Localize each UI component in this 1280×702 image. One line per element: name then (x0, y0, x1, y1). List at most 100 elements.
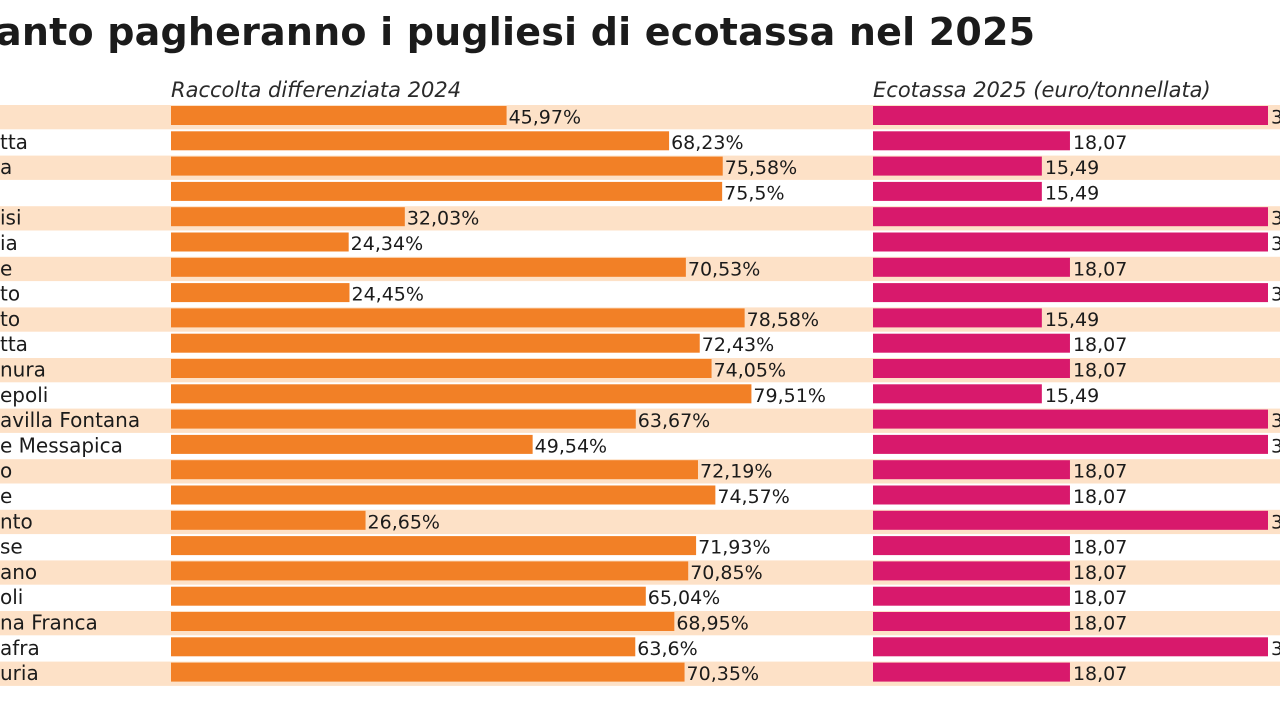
category-label: avilla Fontana (0, 408, 140, 432)
ecotax-value-label: 3 (1271, 233, 1280, 255)
recycling-bar (171, 156, 723, 176)
category-label: uria (0, 661, 39, 685)
recycling-bar (171, 637, 636, 657)
ecotax-bar (873, 612, 1070, 631)
recycling-bar (171, 586, 646, 606)
recycling-bar (171, 207, 405, 227)
ecotax-value-label: 3 (1271, 107, 1280, 129)
recycling-bar (171, 536, 697, 556)
ecotax-bar (873, 434, 1268, 454)
category-label: tta (0, 332, 28, 356)
recycling-value-label: 75,5% (724, 182, 784, 204)
ecotax-value-label: 18,07 (1073, 258, 1127, 280)
recycling-bar (171, 510, 366, 530)
recycling-bar (171, 308, 745, 328)
recycling-bar (171, 257, 686, 277)
ecotax-value-label: 3 (1271, 511, 1280, 533)
recycling-bar (171, 106, 507, 125)
right-column-header: Ecotassa 2025 (euro/tonnellata) (873, 78, 1211, 102)
ecotax-value-label: 18,07 (1073, 360, 1127, 382)
recycling-value-label: 70,53% (688, 258, 760, 280)
ecotax-value-label: 15,49 (1045, 157, 1099, 179)
recycling-value-label: 75,58% (725, 157, 797, 179)
category-label: a (0, 155, 12, 179)
ecotax-value-label: 3 (1271, 638, 1280, 660)
recycling-value-label: 24,34% (351, 233, 423, 255)
recycling-bar (171, 181, 723, 201)
ecotax-value-label: 15,49 (1045, 309, 1099, 331)
ecotax-bar (873, 283, 1268, 303)
recycling-bar (171, 359, 712, 378)
category-label: nto (0, 509, 33, 533)
ecotax-bar (873, 510, 1268, 530)
ecotax-bar (873, 561, 1070, 581)
category-label: nura (0, 358, 46, 382)
recycling-value-label: 72,19% (700, 461, 772, 483)
ecotax-bar (873, 156, 1042, 176)
ecotax-bar (873, 106, 1268, 125)
category-label: o (0, 459, 12, 483)
category-label: to (0, 307, 20, 331)
category-label: ia (0, 231, 18, 255)
category-label: se (0, 535, 23, 559)
ecotax-bar (873, 207, 1268, 227)
recycling-value-label: 70,35% (687, 663, 759, 685)
recycling-value-label: 49,54% (535, 435, 607, 457)
ecotax-value-label: 18,07 (1073, 461, 1127, 483)
ecotax-value-label: 3 (1271, 435, 1280, 457)
recycling-value-label: 68,95% (676, 613, 748, 635)
category-label: epoli (0, 383, 48, 407)
ecotax-value-label: 3 (1271, 284, 1280, 306)
recycling-bar (171, 460, 698, 480)
recycling-bar (171, 409, 636, 429)
category-label: tta (0, 130, 28, 154)
category-label: e (0, 484, 12, 508)
recycling-bar (171, 232, 349, 252)
recycling-bar (171, 384, 752, 404)
category-label: e (0, 256, 12, 280)
category-label: na Franca (0, 611, 98, 635)
recycling-value-label: 68,23% (671, 132, 743, 154)
ecotax-value-label: 18,07 (1073, 587, 1127, 609)
recycling-bar (171, 561, 689, 581)
ecotax-bar (873, 308, 1042, 328)
recycling-value-label: 65,04% (648, 587, 720, 609)
recycling-value-label: 32,03% (407, 208, 479, 230)
ecotax-value-label: 3 (1271, 410, 1280, 432)
recycling-value-label: 63,67% (638, 410, 710, 432)
recycling-value-label: 74,05% (714, 360, 786, 382)
recycling-bar (171, 131, 670, 151)
recycling-bar (171, 283, 350, 303)
recycling-bar (171, 434, 533, 454)
ecotax-value-label: 15,49 (1045, 385, 1099, 407)
category-label: e Messapica (0, 433, 123, 457)
ecotax-bar (873, 409, 1268, 429)
ecotax-bar (873, 181, 1042, 201)
ecotax-bar (873, 536, 1070, 556)
ecotax-bar (873, 460, 1070, 480)
ecotax-value-label: 15,49 (1045, 182, 1099, 204)
ecotax-bar (873, 485, 1070, 505)
ecotax-bar (873, 586, 1070, 606)
ecotax-bar (873, 359, 1070, 378)
ecotax-value-label: 18,07 (1073, 562, 1127, 584)
ecotax-bar (873, 333, 1070, 353)
category-label: isi (0, 206, 22, 230)
ecotax-value-label: 18,07 (1073, 613, 1127, 635)
chart-title: anto pagheranno i pugliesi di ecotassa n… (0, 10, 1036, 54)
ecotax-bar (873, 131, 1070, 151)
ecotax-bar (873, 662, 1070, 682)
recycling-value-label: 70,85% (690, 562, 762, 584)
category-label: to (0, 282, 20, 306)
ecotax-bar (873, 232, 1268, 252)
recycling-value-label: 78,58% (747, 309, 819, 331)
recycling-value-label: 63,6% (637, 638, 697, 660)
left-column-header: Raccolta differenziata 2024 (171, 78, 462, 102)
recycling-value-label: 26,65% (368, 511, 440, 533)
category-label: afra (0, 636, 40, 660)
recycling-value-label: 45,97% (509, 107, 581, 129)
ecotax-bar (873, 384, 1042, 404)
recycling-bar (171, 333, 700, 353)
ecotax-value-label: 18,07 (1073, 132, 1127, 154)
